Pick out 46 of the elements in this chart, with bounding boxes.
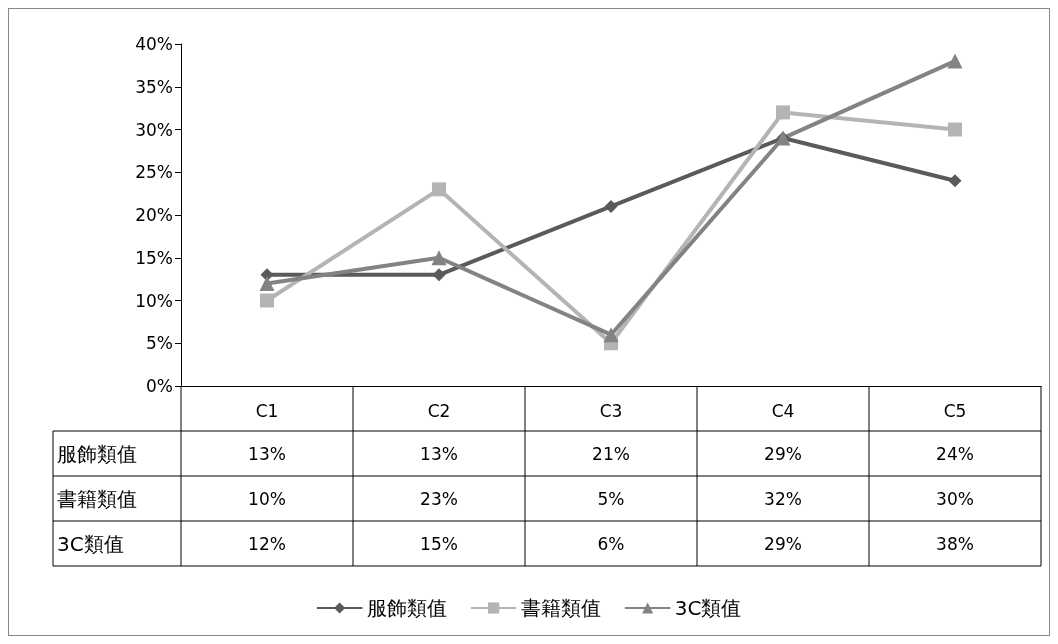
point [603, 327, 619, 343]
data-label: 12% [248, 533, 286, 554]
x-tick-label: C4 [771, 400, 795, 421]
x-tick-label: C1 [255, 400, 279, 421]
y-tick-label: 25% [135, 162, 173, 183]
y-tick-label: 35% [135, 76, 173, 97]
data-label: 13% [248, 443, 286, 464]
point [432, 182, 446, 197]
text: 服飾類值 [57, 441, 137, 466]
point [432, 268, 446, 282]
text: 書籍類值 [57, 486, 137, 511]
legend-label: 服飾類值 [366, 596, 447, 620]
y-tick-label: 5% [146, 333, 173, 354]
data-label: 5% [597, 488, 625, 509]
y-tick-label: 30% [135, 119, 173, 140]
x-tick-label: C2 [427, 400, 451, 421]
point [947, 53, 963, 69]
legend-label: 書籍類值 [520, 596, 601, 620]
data-label: 30% [936, 488, 974, 509]
data-label: 29% [764, 533, 802, 554]
data-label: 15% [420, 533, 458, 554]
data-label: 29% [764, 443, 802, 464]
point [431, 250, 447, 266]
legend-label: 3C類值 [674, 596, 742, 620]
point [604, 199, 618, 213]
data-label: 6% [597, 533, 625, 554]
point [260, 293, 274, 308]
point [776, 105, 790, 120]
data-label: 21% [592, 443, 630, 464]
data-label: 23% [420, 488, 458, 509]
x-tick-label: C3 [599, 400, 623, 421]
point [259, 275, 275, 291]
text: 3C類值 [57, 531, 124, 556]
data-label: 38% [936, 533, 974, 554]
data-label: 24% [936, 443, 974, 464]
y-tick-label: 0% [146, 376, 173, 396]
y-tick-label: 20% [135, 205, 173, 225]
data-label: 32% [764, 488, 802, 509]
x-tick-label: C5 [943, 400, 967, 421]
y-tick-label: 40% [135, 34, 173, 54]
y-tick-label: 10% [135, 290, 173, 311]
point [948, 122, 962, 137]
y-tick-label: 15% [135, 247, 173, 268]
data-label: 10% [248, 488, 286, 509]
data-label: 13% [420, 443, 458, 464]
point [948, 174, 962, 188]
